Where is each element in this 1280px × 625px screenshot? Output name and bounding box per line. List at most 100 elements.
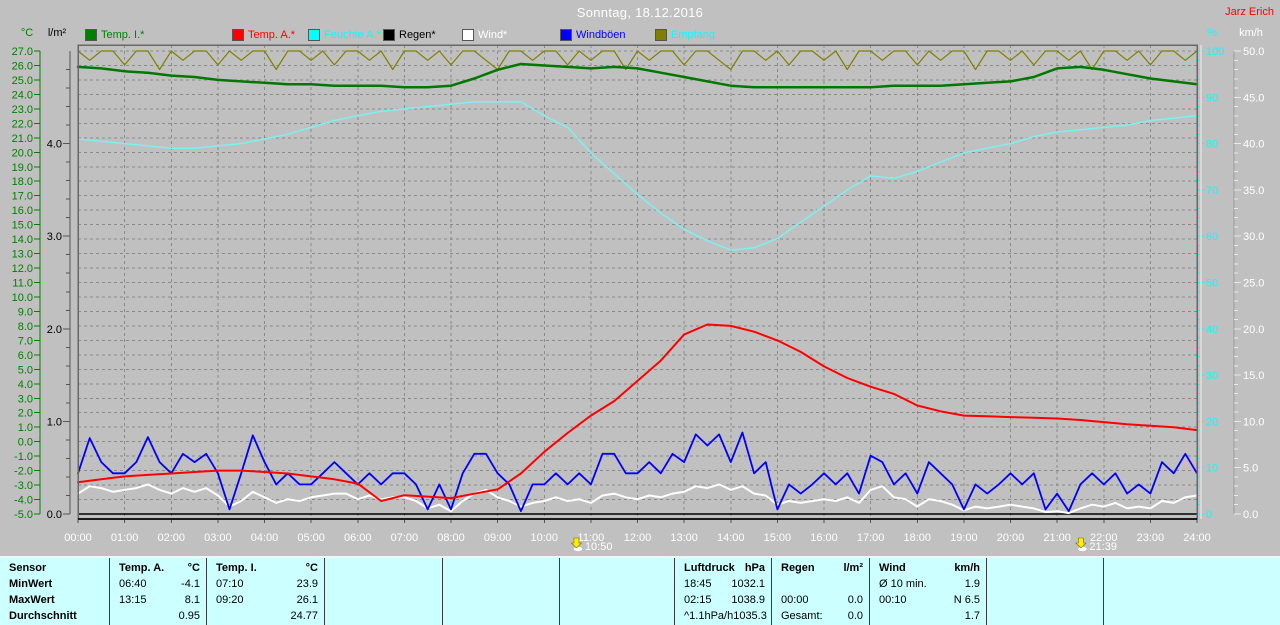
table-column-temp-a: Temp. A. °C 06:40 -4.1 13:15 8.1 0.95 xyxy=(110,558,207,625)
temp-tick-label: -4.0 xyxy=(14,495,33,507)
table-row: 24.77 xyxy=(207,609,324,625)
table-row xyxy=(325,609,442,625)
table-row xyxy=(1104,561,1280,577)
table-row xyxy=(987,609,1103,625)
table-column-wind: Wind km/h Ø 10 min. 1.9 00:10 N 6.5 1.7 xyxy=(870,558,987,625)
wind-tick-label: 50.0 xyxy=(1243,46,1264,58)
table-row: ^1.1hPa/h 1035.3 xyxy=(675,609,771,625)
table-cell: MinWert xyxy=(9,578,53,590)
x-tick-label: 02:00 xyxy=(157,532,185,544)
table-column-empty xyxy=(1104,558,1280,625)
x-tick-label: 13:00 xyxy=(670,532,698,544)
table-cell: 8.1 xyxy=(184,594,200,606)
wind-tick-label: 20.0 xyxy=(1243,324,1264,336)
table-cell: Ø 10 min. xyxy=(879,578,927,590)
humidity-tick-label: 70 xyxy=(1206,185,1218,197)
table-row xyxy=(443,561,559,577)
x-tick-label: 07:00 xyxy=(391,532,419,544)
legend-item-temp-i: Temp. I.* xyxy=(85,29,144,41)
table-row: 18:45 1032.1 xyxy=(675,577,771,593)
table-cell: 06:40 xyxy=(119,578,147,590)
table-cell: 18:45 xyxy=(684,578,712,590)
x-tick-label: 11:00 xyxy=(578,532,605,544)
temp-tick-label: -3.0 xyxy=(14,480,33,492)
chart-plot[interactable]: -5.0 -4.0 -3.0 -2.0 -1.0 0.0 1.0 2.0 3.0 4.0 5.0 6.… xyxy=(0,0,1280,556)
series-temp-a xyxy=(77,323,1198,502)
table-cell: 13:15 xyxy=(119,594,147,606)
table-cell: 24.77 xyxy=(290,610,318,622)
table-cell: km/h xyxy=(954,562,980,574)
temp-tick-label: 24.0 xyxy=(12,89,33,101)
chart-region: -5.0 -4.0 -3.0 -2.0 -1.0 0.0 1.0 2.0 3.0 4.0 5.0 6.… xyxy=(0,0,1280,556)
wind-tick-label: 25.0 xyxy=(1243,278,1264,290)
table-cell: ^1.1hPa/h xyxy=(684,610,734,622)
temp-tick-label: 13.0 xyxy=(12,249,33,261)
table-cell: Gesamt: xyxy=(781,610,823,622)
wind-tick-label: 5.0 xyxy=(1243,463,1258,475)
table-cell: l/m² xyxy=(843,562,863,574)
wind-tick-label: 10.0 xyxy=(1243,416,1264,428)
legend-item-temp-a: Temp. A.* xyxy=(232,29,295,41)
table-row xyxy=(1104,577,1280,593)
series-temp-i xyxy=(76,62,1199,89)
table-row: 1.7 xyxy=(870,609,986,625)
wind-tick-label: 45.0 xyxy=(1243,92,1264,104)
table-row xyxy=(987,593,1103,609)
table-cell: 23.9 xyxy=(296,578,318,590)
table-row xyxy=(325,561,442,577)
table-cell: Durchschnitt xyxy=(9,610,77,622)
humidity-tick-label: 30 xyxy=(1206,370,1218,382)
table-cell: -4.1 xyxy=(181,578,200,590)
temp-tick-label: 3.0 xyxy=(18,393,33,405)
table-cell: °C xyxy=(187,562,200,574)
legend-item-regen: Regen* xyxy=(383,29,436,41)
table-row: Gesamt: 0.0 xyxy=(772,609,869,625)
temp-tick-label: 0.0 xyxy=(18,437,33,449)
legend-label: Temp. I.* xyxy=(101,29,145,41)
table-row xyxy=(987,577,1103,593)
temp-tick-label: -5.0 xyxy=(14,509,33,521)
table-row xyxy=(443,609,559,625)
temp-tick-label: 4.0 xyxy=(18,379,33,391)
x-tick-label: 23:00 xyxy=(1137,532,1165,544)
table-row: Regen l/m² xyxy=(772,561,869,577)
table-column-empty xyxy=(987,558,1104,625)
temp-tick-label: 27.0 xyxy=(12,46,33,58)
temp-tick-label: 12.0 xyxy=(12,263,33,275)
table-row xyxy=(772,577,869,593)
humidity-tick-label: 80 xyxy=(1206,139,1218,151)
legend-label: Feuchte A.* xyxy=(324,29,381,41)
humidity-tick-label: 20 xyxy=(1206,416,1218,428)
x-tick-label: 22:00 xyxy=(1090,532,1118,544)
table-cell: 1032.1 xyxy=(731,578,765,590)
x-tick-label: 10:00 xyxy=(530,532,558,544)
table-cell: Wind xyxy=(879,562,906,574)
temp-tick-label: 8.0 xyxy=(18,321,33,333)
table-cell: Regen xyxy=(781,562,815,574)
table-row xyxy=(443,577,559,593)
legend-swatch-icon xyxy=(462,29,474,41)
table-cell: 0.0 xyxy=(847,594,863,606)
table-row xyxy=(1104,609,1280,625)
marker-time-label: 21:39 xyxy=(1089,541,1117,553)
table-cell: 00:00 xyxy=(781,594,809,606)
rain-tick-label: 4.0 xyxy=(47,139,62,151)
x-tick-label: 06:00 xyxy=(344,532,372,544)
table-cell: Luftdruck xyxy=(684,562,735,574)
temp-tick-label: 6.0 xyxy=(18,350,33,362)
x-tick-label: 18:00 xyxy=(903,532,931,544)
x-tick-label: 08:00 xyxy=(437,532,465,544)
table-row: MinWert xyxy=(0,577,109,593)
table-cell: MaxWert xyxy=(9,594,55,606)
rain-tick-label: 3.0 xyxy=(47,231,62,243)
table-cell: 1038.9 xyxy=(731,594,765,606)
temp-tick-label: 18.0 xyxy=(12,176,33,188)
table-row: Temp. I. °C xyxy=(207,561,324,577)
table-cell: 1.9 xyxy=(964,578,980,590)
table-row: 13:15 8.1 xyxy=(110,593,206,609)
table-row xyxy=(325,577,442,593)
temp-tick-label: 11.0 xyxy=(12,278,33,290)
wind-axis-unit: km/h xyxy=(1239,27,1263,39)
x-tick-label: 04:00 xyxy=(251,532,279,544)
table-column-empty xyxy=(325,558,443,625)
